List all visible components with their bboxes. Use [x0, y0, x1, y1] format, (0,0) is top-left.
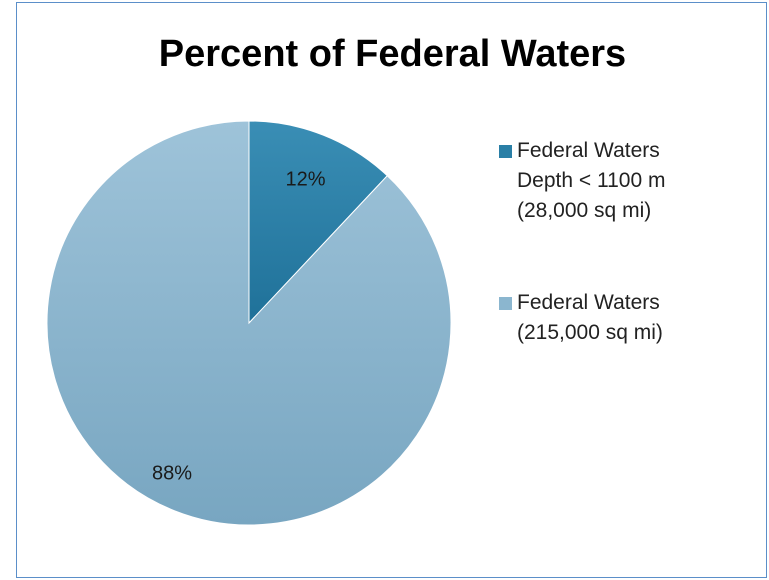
chart-frame: Percent of Federal Waters 12% 88% Federal…	[16, 2, 767, 578]
pie-slice-1	[46, 120, 452, 526]
legend-entry-federal-waters: Federal Waters (215,000 sq mi)	[499, 288, 663, 348]
pie-chart: 12% 88%	[46, 120, 452, 526]
legend-swatch-shallow	[499, 145, 512, 158]
pie-slice-0	[248, 120, 388, 325]
legend-text-line: Federal Waters	[517, 291, 660, 314]
legend-text-line: Federal Waters	[517, 139, 660, 162]
legend-entry-shallow-waters: Federal Waters Depth < 1100 m (28,000 sq…	[499, 136, 666, 226]
chart-title: Percent of Federal Waters	[158, 33, 627, 75]
pie-data-label-0: 12%	[285, 169, 325, 191]
pie-data-label-1: 88%	[152, 462, 192, 484]
legend-text-line: Depth < 1100 m	[517, 169, 666, 192]
legend-text-line: (215,000 sq mi)	[517, 321, 663, 344]
legend-text-line: (28,000 sq mi)	[517, 199, 652, 222]
legend-swatch-federal	[499, 297, 512, 310]
